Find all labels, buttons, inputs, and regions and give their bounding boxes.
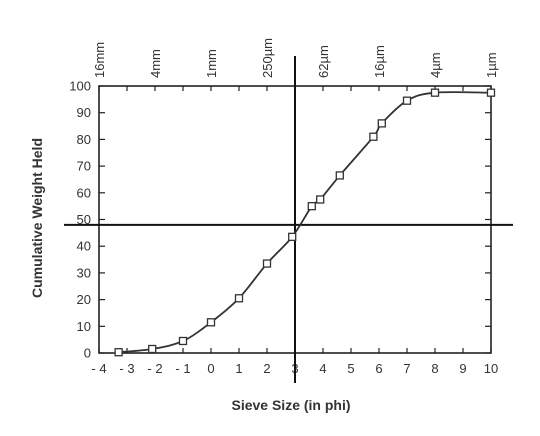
y-axis-title: Cumulative Weight Held xyxy=(29,138,45,298)
x-tick-label: - 3 xyxy=(119,361,134,376)
x-tick-label: 7 xyxy=(403,361,410,376)
top-size-labels: 16mm 4mm 1mm 250µm 62µm 16µm 4µm 1µm xyxy=(92,38,499,78)
top-size-label: 4µm xyxy=(428,52,443,78)
top-size-label: 62µm xyxy=(316,45,331,78)
data-point xyxy=(114,348,123,357)
top-size-label: 16mm xyxy=(92,42,107,78)
data-point xyxy=(307,201,316,211)
top-size-label: 16µm xyxy=(372,45,387,78)
x-tick-label: 1 xyxy=(235,361,242,376)
top-size-label: 1µm xyxy=(484,52,499,78)
x-tick-label: 4 xyxy=(319,361,326,376)
data-point xyxy=(206,318,216,327)
data-point xyxy=(178,336,188,346)
y-tick-label: 20 xyxy=(77,292,91,307)
cumulative-curve xyxy=(118,91,492,354)
y-tick-label: 30 xyxy=(77,265,91,280)
x-tick-label: 9 xyxy=(459,361,466,376)
y-tick-label: 40 xyxy=(77,239,91,254)
axis-ticks xyxy=(98,85,492,354)
x-tick-label: - 4 xyxy=(91,361,106,376)
data-point xyxy=(486,88,496,97)
x-tick-label: - 1 xyxy=(175,361,190,376)
data-point xyxy=(316,195,325,204)
y-tick-label: 10 xyxy=(77,319,91,334)
y-tick-label: 80 xyxy=(77,132,91,147)
x-tick-label: 8 xyxy=(431,361,438,376)
data-point xyxy=(234,294,244,303)
data-point xyxy=(262,259,272,268)
y-tick-label: 70 xyxy=(77,159,91,174)
x-axis-title: Sieve Size (in phi) xyxy=(231,397,350,413)
y-tick-label: 50 xyxy=(77,212,91,227)
x-tick-label: 10 xyxy=(484,361,498,376)
x-tick-label: 6 xyxy=(375,361,382,376)
x-tick-label: - 2 xyxy=(147,361,162,376)
x-tick-label: 2 xyxy=(263,361,270,376)
y-tick-labels: 0 10 20 30 40 50 60 70 80 90 100 xyxy=(69,79,91,361)
x-tick-label: 0 xyxy=(207,361,214,376)
reference-lines xyxy=(64,56,513,383)
data-point xyxy=(377,119,386,128)
data-point xyxy=(402,96,412,105)
top-size-label: 250µm xyxy=(260,38,275,78)
data-point xyxy=(369,132,378,141)
x-tick-label: 5 xyxy=(347,361,354,376)
data-points xyxy=(114,88,496,357)
data-point xyxy=(148,344,157,354)
y-tick-label: 100 xyxy=(69,79,91,94)
y-tick-label: 0 xyxy=(84,346,91,361)
curve-layer xyxy=(118,91,492,354)
top-size-label: 4mm xyxy=(148,49,163,78)
data-point xyxy=(430,88,440,97)
data-point xyxy=(288,232,297,242)
y-tick-label: 60 xyxy=(77,185,91,200)
data-point xyxy=(335,171,344,180)
top-size-label: 1mm xyxy=(204,49,219,78)
y-tick-label: 90 xyxy=(77,105,91,120)
